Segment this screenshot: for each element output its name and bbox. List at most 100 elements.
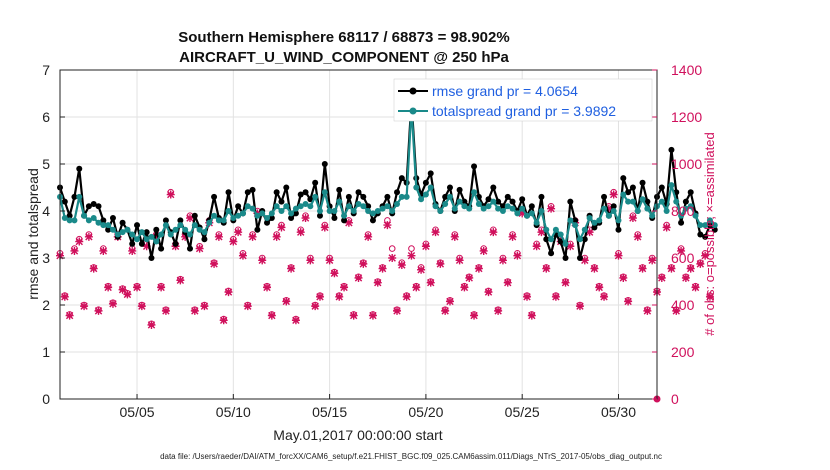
x-tick-label: 05/15 [312,404,347,420]
rmse-point [572,217,579,224]
assimilated-obs-marker [354,273,363,282]
totalspread-point [230,215,237,222]
rmse-point [297,191,304,198]
assimilated-obs-marker [214,232,223,241]
totalspread-point [514,210,521,217]
legend-label-spread: totalspread grand pr = 3.9892 [432,103,616,119]
rmse-point [119,219,126,226]
totalspread-point [71,217,78,224]
totalspread-point [379,205,386,212]
assimilated-obs-marker [561,278,570,287]
rmse-point [422,179,429,186]
assimilated-obs-marker [402,292,411,301]
totalspread-point [85,217,92,224]
totalspread-point [567,217,574,224]
rmse-point [456,186,463,193]
rmse-point [557,238,564,245]
assimilated-obs-marker [691,283,700,292]
rmse-point [644,198,651,205]
rmse-point [177,217,184,224]
y-right-tick-label: 1400 [671,62,702,78]
rmse-point [576,255,583,261]
rmse-point [562,255,569,261]
totalspread-point [312,193,319,200]
totalspread-point [557,231,564,238]
assimilated-obs-marker [498,256,507,265]
totalspread-point [254,212,261,219]
assimilated-obs-marker [94,306,103,315]
tick-marks: 05/05 05/10 05/15 05/20 05/25 05/30 0 1 2 3 4 5 6 7 0 2… [42,62,702,420]
y-tick-label: 3 [42,250,50,266]
assimilated-obs-marker [503,278,512,287]
rmse-point [687,189,694,196]
totalspread-point [206,219,213,226]
totalspread-point [572,222,579,229]
assimilated-obs-marker [696,259,705,268]
rmse-point [129,240,136,247]
totalspread-point [697,222,704,229]
x-axis-label: May.01,2017 00:00:00 start [273,427,443,443]
y-tick-label: 1 [42,344,50,360]
totalspread-point [278,208,285,214]
totalspread-point [446,193,453,200]
assimilated-obs-marker [287,264,296,273]
assimilated-obs-marker [378,264,387,273]
rmse-point [567,198,574,205]
rmse-point [76,165,83,172]
assimilated-obs-marker [123,290,132,299]
totalspread-point [634,208,641,214]
rmse-point [528,203,535,210]
rmse-point [191,212,198,219]
possible-obs-marker [388,245,396,252]
totalspread-point [538,208,545,214]
rmse-point [264,219,271,226]
rmse-point [461,198,468,205]
totalspread-point [215,217,222,224]
rmse-point [307,196,314,203]
x-tick-label: 05/30 [601,404,636,420]
totalspread-point [365,208,372,214]
totalspread-point [109,226,116,233]
totalspread-point [191,222,198,229]
totalspread-point [177,222,184,229]
assimilated-obs-marker [291,316,300,325]
assimilated-obs-marker [258,256,267,265]
totalspread-point [442,200,449,207]
totalspread-point [596,217,603,224]
rmse-point [90,200,97,207]
y-tick-label: 0 [42,391,50,407]
totalspread-point [244,203,251,210]
assimilated-obs-marker [412,283,421,292]
y-tick-label: 6 [42,109,50,125]
assimilated-obs-marker [152,232,161,241]
rmse-point [610,203,617,210]
rmse-point [702,233,709,240]
rmse-point [538,193,545,200]
legend: rmse grand pr = 4.0654 totalspread grand… [393,78,653,122]
totalspread-point [461,203,468,210]
x-tick-label: 05/05 [120,404,155,420]
assimilated-obs-marker [157,283,166,292]
totalspread-point [605,212,612,219]
rmse-point [235,203,242,210]
assimilated-obs-marker [431,228,440,237]
totalspread-point [211,212,218,219]
totalspread-point [389,208,396,214]
rmse-point [201,236,208,243]
assimilated-obs-marker [417,265,426,274]
totalspread-point [316,208,323,214]
assimilated-obs-marker [489,228,498,237]
totalspread-point [533,219,540,226]
assimilated-obs-marker [306,256,315,265]
assimilated-obs-marker [677,246,686,255]
totalspread-point [466,205,473,212]
totalspread-point [331,208,338,214]
rmse-point [355,189,362,196]
totalspread-point [422,191,429,198]
totalspread-point [196,226,203,233]
y-right-tick-label: 1000 [671,156,702,172]
totalspread-point [702,222,709,229]
assimilated-obs-marker [219,316,228,325]
totalspread-point [475,200,482,207]
totalspread-point [711,222,718,229]
